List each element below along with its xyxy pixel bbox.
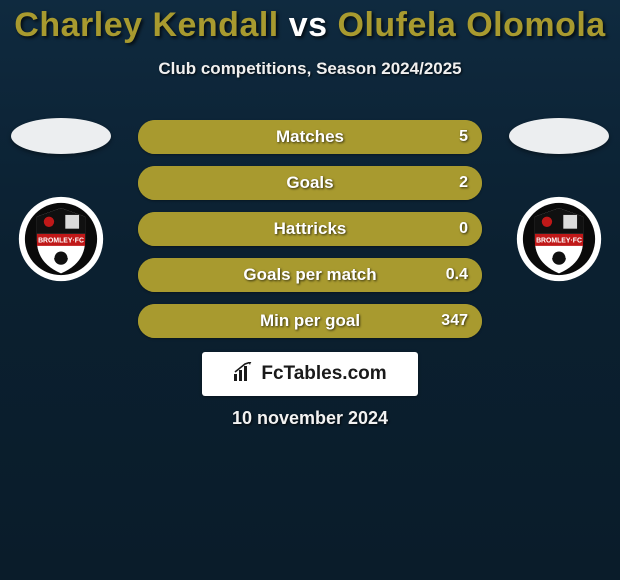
brand-box[interactable]: FcTables.com [202,352,418,396]
player-left-photo-placeholder [11,118,111,154]
stat-value-right: 347 [441,304,468,338]
stat-label: Goals [138,166,482,200]
stat-value-right: 0.4 [446,258,468,292]
svg-text:BROMLEY·FC: BROMLEY·FC [38,237,84,244]
player-right-slot: BROMLEY·FC [504,118,614,282]
subtitle: Club competitions, Season 2024/2025 [0,59,620,79]
title-player1: Charley Kendall [14,6,278,44]
stat-row: Matches5 [138,120,482,154]
stat-row: Hattricks0 [138,212,482,246]
stat-row: Goals2 [138,166,482,200]
player-right-crest: BROMLEY·FC [516,196,602,282]
stats-list: Matches5Goals2Hattricks0Goals per match0… [138,120,482,350]
brand-text: FcTables.com [261,363,386,385]
svg-text:BROMLEY·FC: BROMLEY·FC [536,237,582,244]
date-text: 10 november 2024 [0,408,620,429]
brand-chart-icon [233,362,255,387]
stat-value-right: 5 [459,120,468,154]
player-left-slot: BROMLEY·FC [6,118,116,282]
stat-label: Goals per match [138,258,482,292]
stat-value-right: 0 [459,212,468,246]
title-player2: Olufela Olomola [338,6,606,44]
stat-label: Min per goal [138,304,482,338]
stat-label: Hattricks [138,212,482,246]
stat-value-right: 2 [459,166,468,200]
title-vs: vs [289,6,328,44]
comparison-card: Charley Kendall vs Olufela Olomola Club … [0,0,620,580]
page-title: Charley Kendall vs Olufela Olomola [0,0,620,45]
stat-label: Matches [138,120,482,154]
player-right-photo-placeholder [509,118,609,154]
stat-row: Goals per match0.4 [138,258,482,292]
player-left-crest: BROMLEY·FC [18,196,104,282]
stat-row: Min per goal347 [138,304,482,338]
